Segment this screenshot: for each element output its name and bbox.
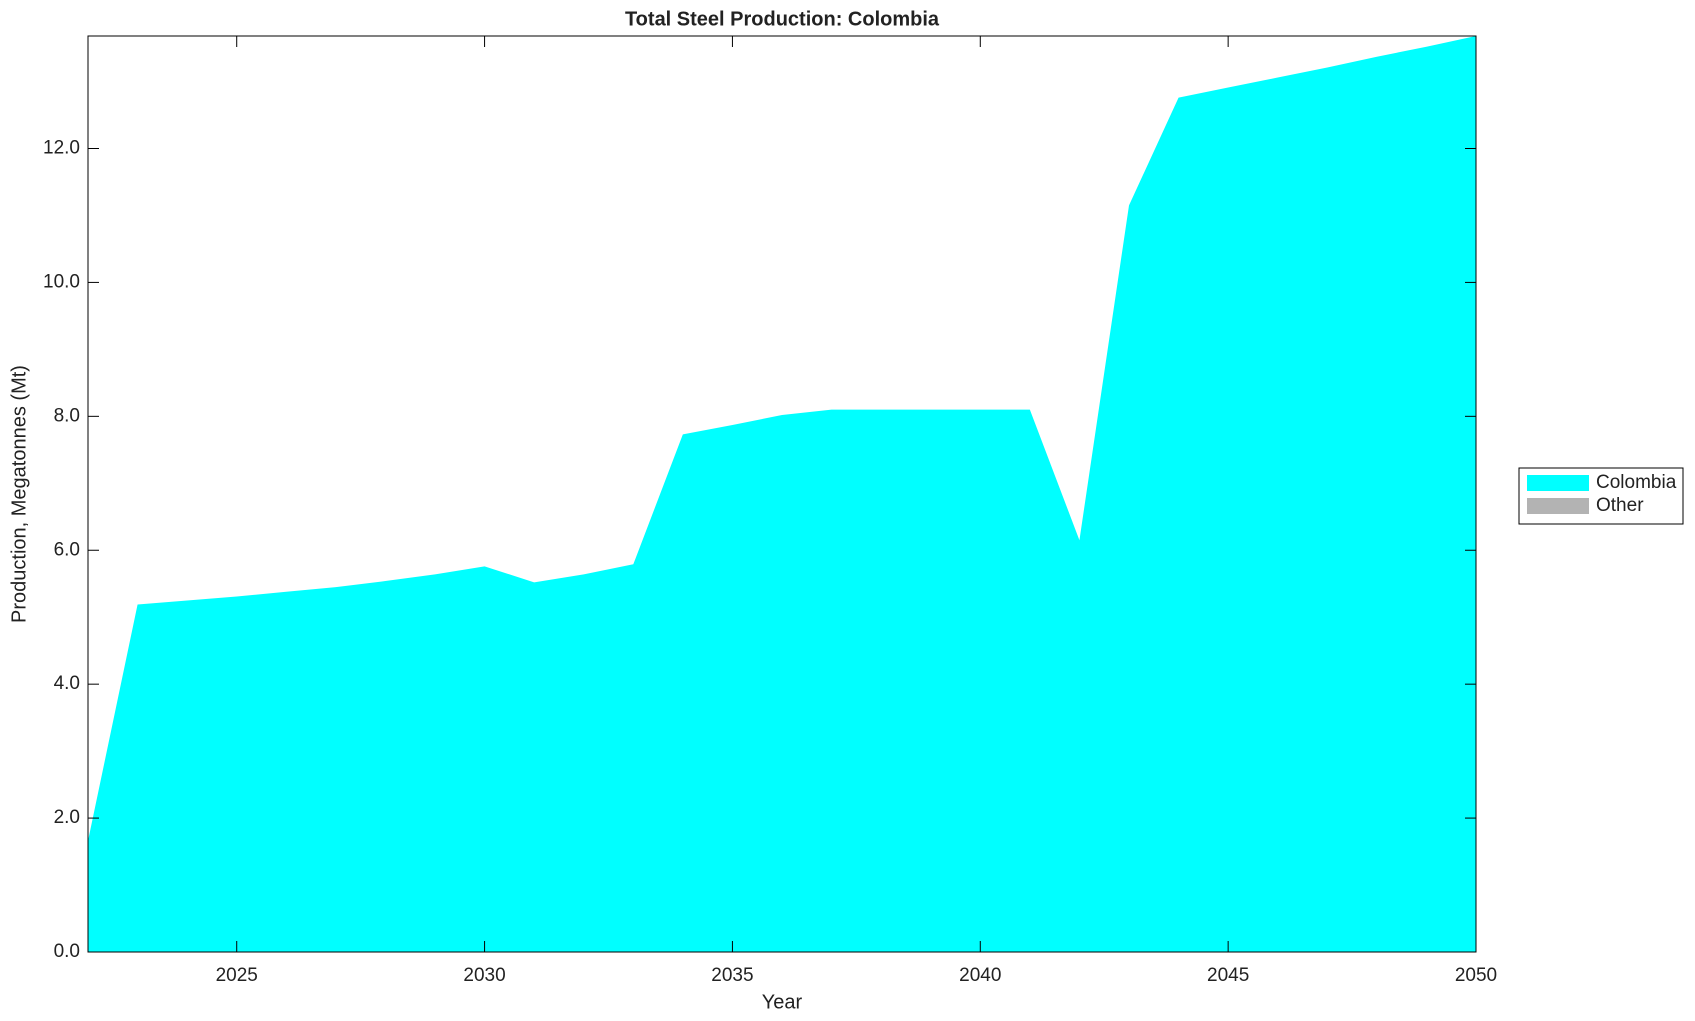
plot-frame [87, 35, 1477, 953]
x-axis-label: Year [762, 991, 803, 1013]
y-tick-label: 0.0 [54, 941, 80, 962]
x-tick-label: 2035 [711, 965, 753, 986]
chart-title: Total Steel Production: Colombia [625, 8, 940, 30]
y-tick-label: 10.0 [43, 271, 80, 292]
legend-label: Other [1596, 495, 1644, 516]
legend-swatch [1527, 498, 1589, 514]
x-tick-label: 2045 [1207, 965, 1249, 986]
y-tick-label: 8.0 [54, 405, 80, 426]
y-tick-label: 4.0 [54, 673, 80, 694]
y-tick-label: 12.0 [43, 138, 80, 159]
area [88, 36, 1476, 952]
x-tick-label: 2030 [463, 965, 505, 986]
x-tick-label: 2040 [959, 965, 1001, 986]
legend-swatch [1527, 475, 1589, 491]
x-tick-label: 2050 [1455, 965, 1497, 986]
y-axis-label: Production, Megatonnes (Mt) [8, 365, 30, 623]
y-tick-label: 2.0 [54, 807, 80, 828]
legend-label: Colombia [1596, 472, 1677, 493]
x-tick-label: 2025 [216, 965, 258, 986]
y-tick-label: 6.0 [54, 539, 80, 560]
